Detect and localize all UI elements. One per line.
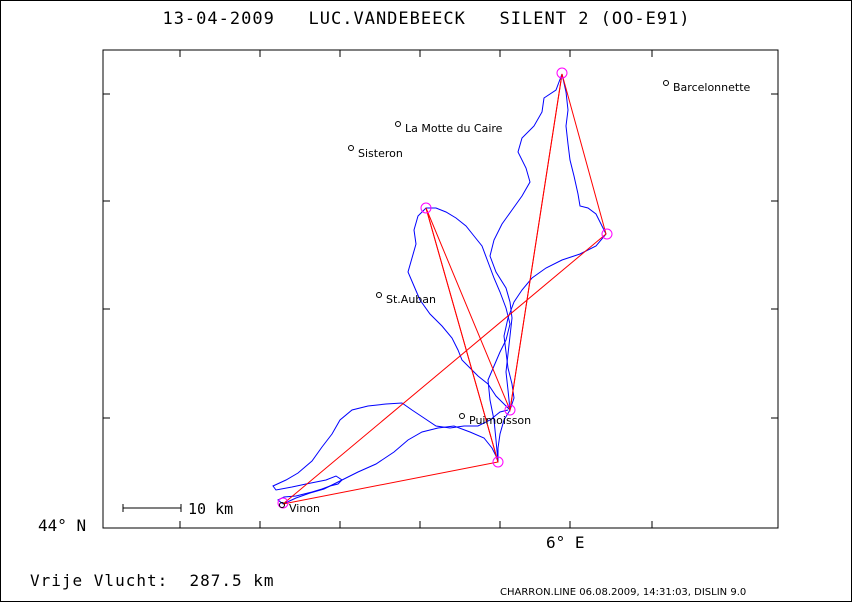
title-glider: SILENT 2 (OO-E91): [499, 9, 691, 29]
place-label-sisteron: Sisteron: [358, 147, 403, 160]
marker-puimoisson: [459, 413, 465, 419]
place-markers: [279, 80, 669, 508]
scale-bar: [122, 504, 182, 512]
place-label-puimoisson: Puimoisson: [469, 414, 531, 427]
latitude-label: 44° N: [38, 516, 87, 535]
place-label-la-motte-du-caire: La Motte du Caire: [405, 122, 503, 135]
marker-vinon: [279, 502, 285, 508]
axis-ticks: [103, 50, 778, 528]
turnpoint-5: [492, 456, 504, 468]
title-date: 13-04-2009: [162, 9, 275, 29]
place-label-vinon: Vinon: [289, 502, 320, 515]
course-lines: [282, 73, 607, 505]
title-pilot: LUC.VANDEBEECK: [308, 9, 466, 29]
turnpoints: [277, 67, 613, 509]
longitude-label: 6° E: [546, 533, 585, 552]
free-flight-distance: Vrije Vlucht: 287.5 km: [30, 571, 275, 590]
credit-line: CHARRON.LINE 06.08.2009, 14:31:03, DISLI…: [500, 587, 747, 598]
marker-st-auban: [376, 292, 382, 298]
turnpoint-3: [420, 202, 432, 214]
marker-barcelonnette: [663, 80, 669, 86]
marker-sisteron: [348, 145, 354, 151]
gps-track: [272, 73, 607, 505]
scale-bar-label: 10 km: [188, 500, 234, 518]
place-label-st-auban: St.Auban: [386, 293, 436, 306]
turnpoint-start: [277, 497, 289, 509]
turnpoint-2: [601, 228, 613, 240]
turnpoint-4: [504, 404, 516, 416]
marker-la-motte-du-caire: [395, 121, 401, 127]
page-title: 13-04-2009 LUC.VANDEBEECK SILENT 2 (OO-E…: [0, 9, 853, 29]
place-label-barcelonnette: Barcelonnette: [673, 81, 751, 94]
turnpoint-1: [556, 67, 568, 79]
plot-area: [102, 49, 779, 529]
